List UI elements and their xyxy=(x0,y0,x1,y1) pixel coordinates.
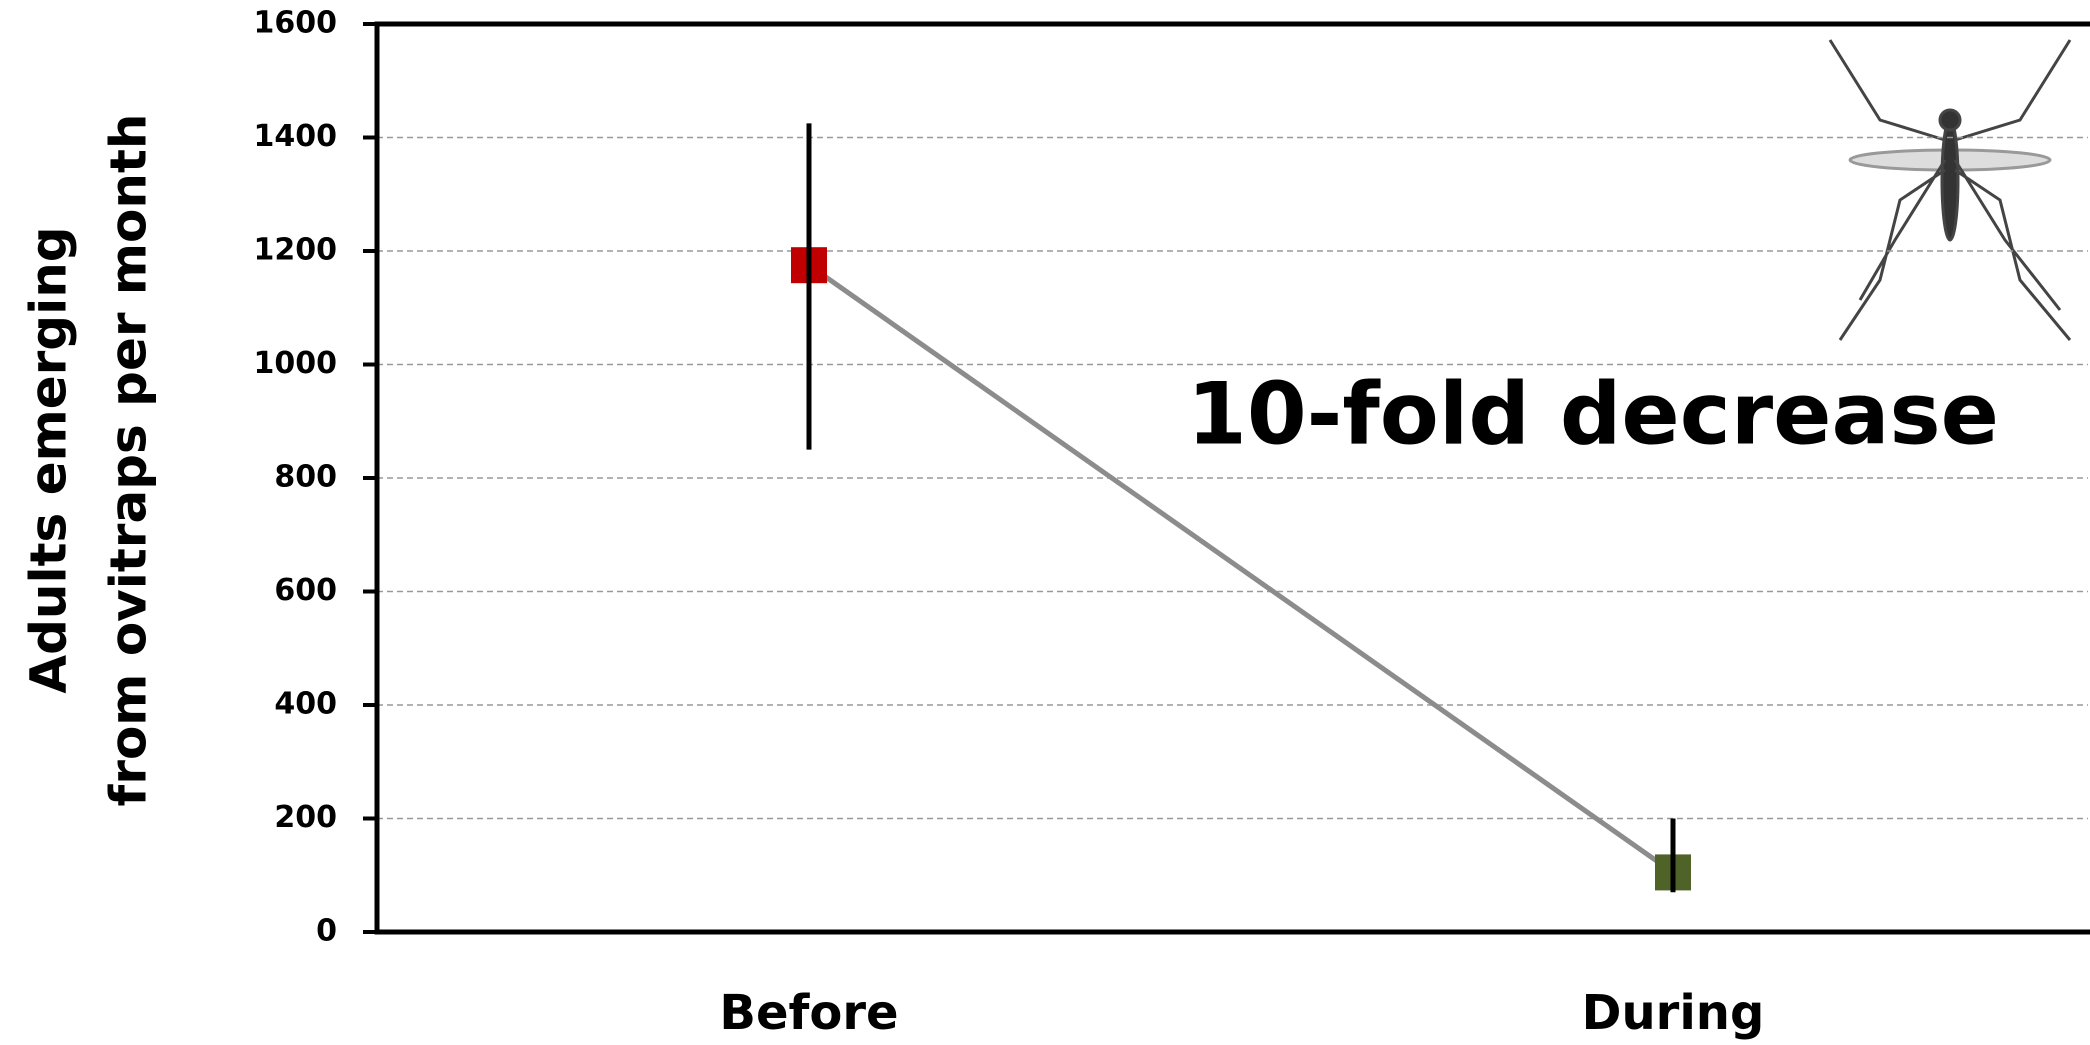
y-tick-label: 600 xyxy=(274,573,337,608)
annotation: 10-fold decrease xyxy=(1187,364,1999,464)
x-tick-label: During xyxy=(1582,985,1765,1041)
y-axis-title: Adults emerging xyxy=(20,226,78,693)
y-tick-label: 800 xyxy=(274,460,337,495)
y-tick-label: 1200 xyxy=(254,233,338,268)
y-tick-label: 200 xyxy=(274,800,337,835)
y-tick-label: 400 xyxy=(274,687,337,722)
y-tick-label: 1400 xyxy=(254,119,338,154)
page: 10-fold decrease 0 200 400 600 800 1000 1200 14… xyxy=(0,0,2090,1045)
data-line xyxy=(809,265,1673,872)
mosquito-icon xyxy=(1830,40,2070,340)
y-tick-label: 1600 xyxy=(254,6,338,41)
chart: 10-fold decrease 0 200 400 600 800 1000 1200 14… xyxy=(0,0,2090,1045)
x-tick-label: Before xyxy=(719,985,898,1041)
y-tick-label: 0 xyxy=(316,914,337,949)
y-tick-label: 1000 xyxy=(254,346,338,381)
y-axis-title: from ovitraps per month xyxy=(100,114,158,807)
plot-frame xyxy=(377,24,2090,932)
